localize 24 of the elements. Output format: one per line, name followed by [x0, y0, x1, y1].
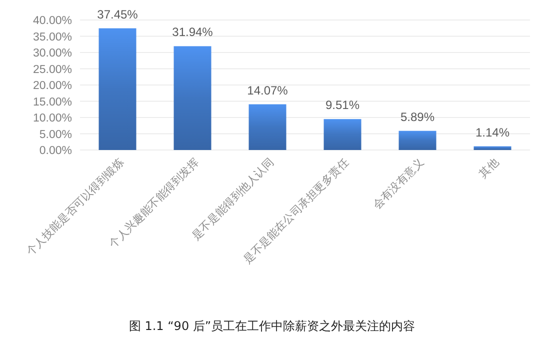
y-tick-label: 25.00%: [32, 64, 72, 76]
y-tick-label: 0.00%: [39, 145, 72, 158]
bar: [398, 130, 436, 150]
x-tick-label: 其他: [476, 156, 502, 180]
x-tick-label: 会有没有意义: [370, 156, 426, 212]
y-tick-label: 10.00%: [32, 112, 72, 125]
y-tick-label: 15.00%: [32, 96, 72, 108]
data-label: 37.45%: [97, 7, 138, 22]
bar: [174, 46, 212, 150]
data-label: 9.51%: [325, 98, 360, 112]
bar: [324, 119, 362, 150]
bar: [248, 104, 286, 150]
y-tick-label: 20.00%: [32, 80, 72, 92]
data-label: 1.14%: [475, 125, 510, 140]
text: 图 1.1 “90 后”员工在工作中除薪资之外最关注的内容: [128, 319, 416, 333]
data-label: 5.89%: [400, 110, 435, 124]
bar: [474, 146, 512, 150]
y-tick-label: 35.00%: [32, 31, 72, 44]
y-tick-label: 40.00%: [32, 15, 72, 28]
bar: [98, 28, 136, 150]
data-label: 14.07%: [247, 83, 288, 98]
y-tick-label: 30.00%: [32, 48, 72, 60]
data-label: 31.94%: [172, 25, 214, 40]
y-tick-label: 5.00%: [39, 128, 72, 141]
